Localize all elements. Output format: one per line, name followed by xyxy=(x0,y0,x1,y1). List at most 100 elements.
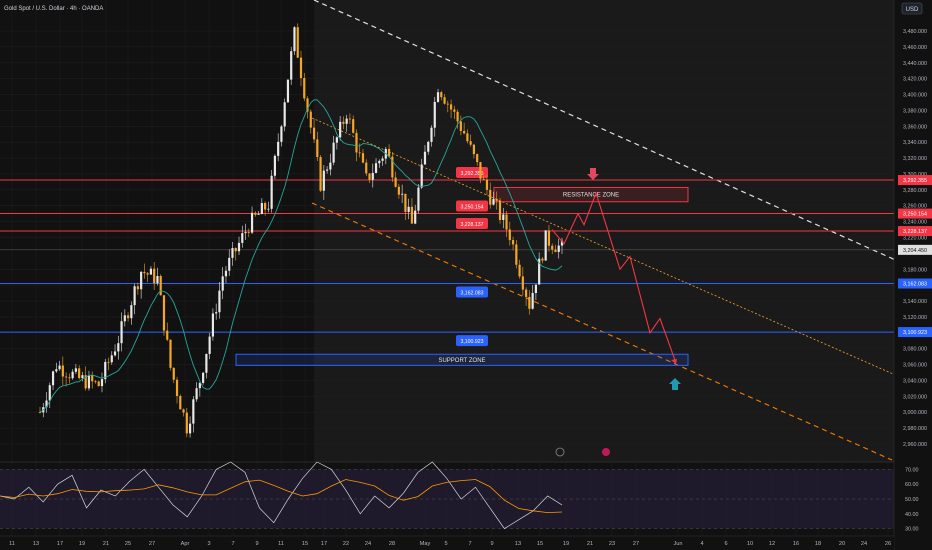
price-axis[interactable]: 2,960.000 2,980.000 3,000.000 3,020.000 3,04… xyxy=(893,0,932,550)
y-tick-9: 3,140.000 xyxy=(903,299,927,305)
candle-body-35 xyxy=(153,268,156,284)
chart-title: Gold Spot / U.S. Dollar · 4h · OANDA xyxy=(4,6,103,12)
time-axis-bg xyxy=(0,536,894,550)
candle-body-77 xyxy=(290,51,293,80)
candle-body-57 xyxy=(224,270,228,277)
candle-body-153 xyxy=(538,258,541,285)
channel-bottom-line[interactable] xyxy=(311,202,893,461)
candle-body-7 xyxy=(61,365,64,377)
x-tick-1: 13 xyxy=(33,541,39,547)
axis-level-tag-4 xyxy=(898,327,932,338)
price-axis-bg xyxy=(894,0,932,550)
x-tick-0: 11 xyxy=(9,541,15,547)
candle-body-70 xyxy=(267,208,270,210)
zone-box-1[interactable] xyxy=(235,353,689,366)
level-tag-4 xyxy=(456,335,488,347)
candle-body-34 xyxy=(149,268,153,275)
candle-body-121 xyxy=(433,101,436,128)
rsi-tick-3: 40.00 xyxy=(905,512,919,518)
price-projection xyxy=(551,191,677,364)
currency-badge[interactable]: USD xyxy=(901,2,923,15)
x-tick-17: May xyxy=(420,541,431,547)
candle-body-101 xyxy=(368,173,371,180)
candle-body-115 xyxy=(414,210,417,224)
candle-body-151 xyxy=(531,293,534,309)
candle-body-100 xyxy=(365,162,368,174)
axis-level-text-3: 3,162.083 xyxy=(903,281,927,287)
y-tick-21: 3,400.000 xyxy=(903,93,927,99)
candle-body-31 xyxy=(140,271,143,290)
axis-level-tag-2 xyxy=(898,226,932,237)
candle-body-33 xyxy=(146,273,149,275)
channel-mid-line[interactable] xyxy=(311,117,901,378)
x-tick-6: 27 xyxy=(149,541,155,547)
axis-level-text-2: 3,228.137 xyxy=(903,229,927,235)
time-axis[interactable]: 11 13 17 19 21 25 27 Apr 3 7 9 11 15 17 22 24 28 May 5 7 9 13… xyxy=(0,535,894,550)
currency-label: USD xyxy=(906,7,919,13)
candle-body-126 xyxy=(449,104,453,110)
candle-body-15 xyxy=(87,375,91,389)
candle-body-104 xyxy=(378,160,381,164)
candle-body-138 xyxy=(489,189,492,205)
candle-body-88 xyxy=(326,169,329,171)
x-tick-23: 19 xyxy=(563,541,569,547)
candle-body-143 xyxy=(505,214,508,230)
candle-body-65 xyxy=(250,212,254,233)
rsi-panel xyxy=(0,461,894,530)
candle-body-123 xyxy=(440,92,443,98)
candle-body-144 xyxy=(508,229,511,241)
candle-body-120 xyxy=(430,127,433,142)
up-arrow-marker[interactable] xyxy=(669,378,681,390)
zone-box-0[interactable] xyxy=(493,186,689,203)
candle-body-53 xyxy=(211,313,215,337)
candle-body-30 xyxy=(136,286,139,290)
x-tick-34: 20 xyxy=(839,541,845,547)
y-tick-23: 3,440.000 xyxy=(903,61,927,67)
rsi-tick-0: 70.00 xyxy=(905,467,919,473)
y-tick-18: 3,340.000 xyxy=(903,140,927,146)
x-tick-18: 5 xyxy=(444,541,447,547)
candle-body-87 xyxy=(322,170,325,191)
candle-body-97 xyxy=(355,132,358,153)
horizontal-levels: 3,292.355 3,250.154 3,228.137 3,162.083 3,10… xyxy=(0,167,894,347)
x-tick-29: 6 xyxy=(724,541,727,547)
rsi-tick-2: 50.00 xyxy=(905,497,919,503)
x-tick-20: 9 xyxy=(490,541,493,547)
x-tick-11: 11 xyxy=(278,541,284,547)
candle-body-8 xyxy=(65,376,68,378)
candle-body-147 xyxy=(518,264,521,277)
y-tick-1: 2,980.000 xyxy=(903,426,927,432)
y-tick-24: 3,460.000 xyxy=(903,45,927,51)
candle-body-10 xyxy=(71,371,74,379)
candle-body-74 xyxy=(280,126,283,142)
candle-body-37 xyxy=(159,275,162,296)
candle-body-41 xyxy=(172,367,175,380)
candle-body-113 xyxy=(407,206,410,212)
rsi-tick-4: 30.00 xyxy=(905,527,919,533)
level-tag-text-0: 3,292.355 xyxy=(460,171,483,177)
candle-body-141 xyxy=(498,200,502,221)
event-icon[interactable] xyxy=(555,447,565,457)
channel-top-line[interactable] xyxy=(313,0,901,263)
candle-body-80 xyxy=(299,57,303,79)
candle-body-134 xyxy=(476,154,479,163)
current-price-text: 3,204.450 xyxy=(903,248,927,254)
x-tick-4: 21 xyxy=(103,541,109,547)
candle-body-46 xyxy=(188,423,192,434)
ma-path xyxy=(39,99,563,413)
candle-body-83 xyxy=(309,111,312,128)
projection-path[interactable] xyxy=(551,191,677,364)
down-arrow-marker[interactable] xyxy=(587,168,599,180)
candle-body-93 xyxy=(342,121,345,124)
candle-body-54 xyxy=(215,312,218,314)
price-zones: RESISTANCE ZONE SUPPORT ZONE xyxy=(235,186,689,366)
candle-body-149 xyxy=(525,289,528,297)
candle-body-129 xyxy=(459,121,462,131)
candle-body-99 xyxy=(361,153,365,163)
candle-body-29 xyxy=(133,286,136,306)
candle-body-62 xyxy=(241,233,244,243)
candle-body-127 xyxy=(453,109,456,112)
x-tick-9: 7 xyxy=(231,541,234,547)
flag-event-icon[interactable] xyxy=(602,448,610,456)
candle-body-44 xyxy=(182,409,185,413)
